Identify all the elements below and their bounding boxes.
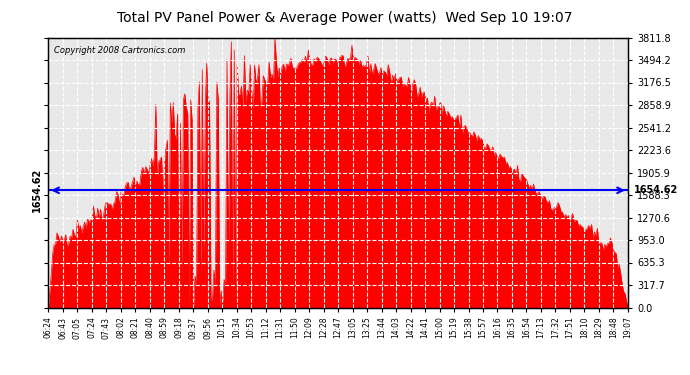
Text: 1654.62: 1654.62 bbox=[32, 168, 42, 212]
Text: Total PV Panel Power & Average Power (watts)  Wed Sep 10 19:07: Total PV Panel Power & Average Power (wa… bbox=[117, 11, 573, 25]
Text: 1654.62: 1654.62 bbox=[633, 185, 678, 195]
Text: Copyright 2008 Cartronics.com: Copyright 2008 Cartronics.com bbox=[54, 46, 186, 55]
